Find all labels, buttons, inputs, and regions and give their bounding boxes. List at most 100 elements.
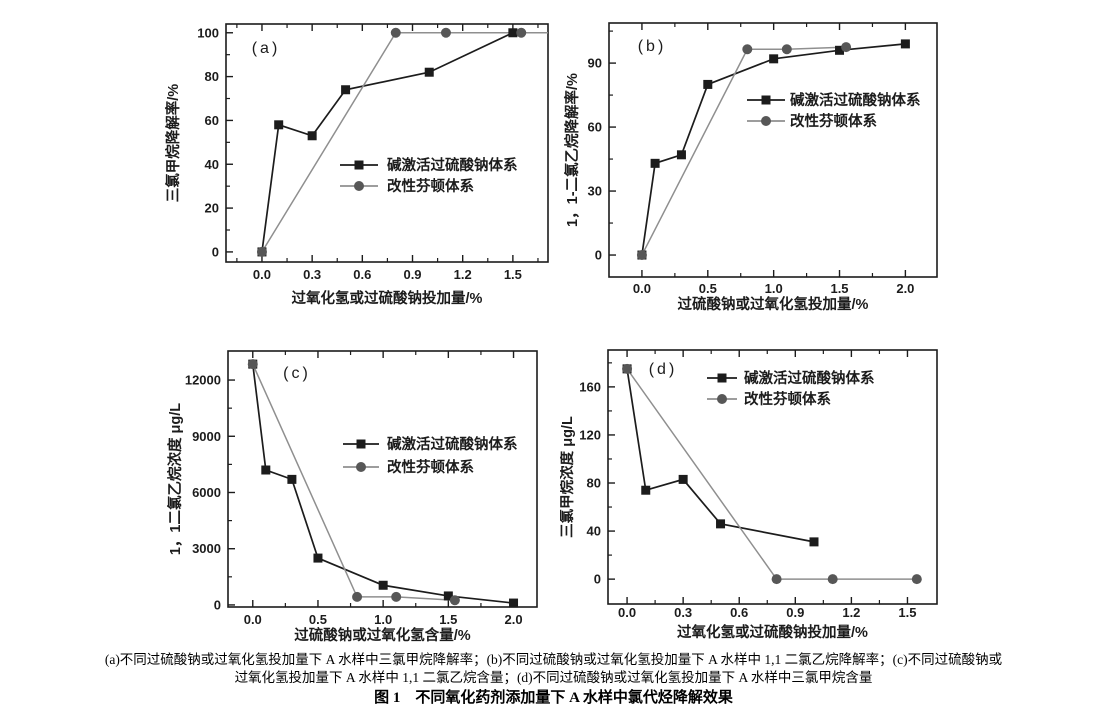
data-point-marker	[509, 598, 519, 608]
y-axis-tick-label: 0	[595, 248, 602, 263]
data-point-marker	[508, 28, 518, 38]
y-axis-label: 1，1二氯乙烷浓度 μg/L	[166, 403, 184, 555]
legend-label: 改性芬顿体系	[744, 390, 831, 408]
data-point-marker	[742, 44, 753, 55]
series-line	[261, 31, 514, 253]
series-line	[641, 46, 847, 256]
data-point-marker	[678, 474, 688, 484]
y-axis-label: 三氯甲烷浓度 μg/L	[560, 416, 576, 538]
y-axis-tick-label: 120	[579, 427, 601, 442]
y-axis-tick-label: 100	[197, 25, 219, 40]
x-axis-tick-label: 0.9	[403, 267, 421, 282]
subplot-tag: (b)	[638, 38, 667, 55]
subplot-d: 0.0 0.3 0.6 0.9 1.2 1.5 0 40 80 120 160 过氧化氢或过硫酸钠投加…	[560, 338, 1080, 650]
data-point-marker	[827, 574, 838, 585]
x-axis-tick-label: 1.0	[374, 612, 392, 627]
plot-frame	[227, 350, 538, 608]
x-axis-tick-label: 0.9	[786, 605, 804, 620]
legend-label: 改性芬顿体系	[387, 458, 474, 476]
legend-label: 碱激活过硫酸钠体系	[387, 435, 518, 453]
y-axis-tick-label: 90	[588, 56, 602, 71]
x-axis-tick-label: 1.5	[898, 605, 916, 620]
subplot-c: 0.0 0.5 1.0 1.5 2.0 0 3000 6000 9000 12000 过硫酸钠或过氧…	[130, 338, 610, 650]
legend-marker	[761, 116, 771, 126]
x-axis-tick-label: 0.6	[353, 267, 371, 282]
y-axis-tick-label: 80	[587, 476, 601, 491]
series-line	[261, 32, 548, 253]
y-axis-tick-label: 6000	[192, 485, 221, 500]
data-point-marker	[449, 595, 460, 606]
plot-frame	[225, 23, 549, 263]
x-axis-tick-label: 0.0	[618, 605, 636, 620]
data-point-marker	[247, 359, 258, 370]
x-axis-tick-label: 1.2	[842, 605, 860, 620]
data-point-marker	[636, 250, 647, 261]
data-point-marker	[641, 485, 651, 495]
y-axis-tick-label: 60	[205, 113, 219, 128]
x-axis-tick-label: 0.5	[309, 612, 327, 627]
subplot-a: 0.0 0.3 0.6 0.9 1.2 1.5 0 20 40 60 80 100 过氧化氢或过硫酸钠投…	[90, 5, 570, 340]
y-axis-tick-label: 160	[579, 379, 601, 394]
subplot-c-svg: 0.0 0.5 1.0 1.5 2.0 0 3000 6000 9000 12000 过硫酸钠或过氧…	[166, 350, 538, 644]
figure-title: 图 1 不同氧化药剂添加量下 A 水样中氯代烃降解效果	[374, 690, 733, 706]
y-axis-label: 三氯甲烷降解率/%	[164, 84, 182, 203]
legend-marker	[356, 439, 366, 449]
x-axis-tick-label: 0.5	[699, 281, 717, 296]
x-axis-tick-label: 1.5	[439, 612, 457, 627]
data-point-marker	[378, 580, 388, 590]
legend-marker	[717, 394, 727, 404]
series-line	[252, 363, 455, 602]
data-point-marker	[341, 85, 351, 95]
data-point-marker	[391, 591, 402, 602]
legend-label: 改性芬顿体系	[790, 112, 877, 130]
data-point-marker	[676, 150, 686, 160]
subplot-b-svg: 0.0 0.5 1.0 1.5 2.0 0 30 60 90 过硫酸钠或过氧化氢投加量/% 1，1-…	[563, 22, 938, 313]
x-axis-tick-label: 0.6	[730, 605, 748, 620]
subplot-tag: (d)	[649, 361, 678, 378]
data-point-marker	[900, 39, 910, 49]
x-axis-tick-label: 0.3	[303, 267, 321, 282]
y-axis-tick-label: 40	[587, 524, 601, 539]
data-point-marker	[716, 519, 726, 529]
data-point-marker	[622, 363, 633, 374]
subplot-tag: (a)	[252, 40, 281, 57]
legend-label: 改性芬顿体系	[387, 177, 474, 195]
x-axis-tick-label: 1.2	[454, 267, 472, 282]
x-axis-tick-label: 1.5	[830, 281, 848, 296]
x-axis-label: 过氧化氢或过硫酸钠投加量/%	[677, 623, 868, 641]
y-axis-tick-label: 60	[588, 120, 602, 135]
caption-line-1: (a)不同过硫酸钠或过氧化氢投加量下 A 水样中三氯甲烷降解率；(b)不同过硫酸…	[104, 652, 1003, 667]
data-point-marker	[256, 246, 267, 257]
x-axis-label: 过氧化氢或过硫酸钠投加量/%	[292, 289, 483, 307]
subplot-tag: (c)	[283, 365, 311, 382]
data-point-marker	[769, 54, 779, 64]
x-axis-tick-label: 0.0	[633, 281, 651, 296]
series-line	[626, 368, 917, 580]
data-point-marker	[841, 42, 852, 53]
figure-caption: (a)不同过硫酸钠或过氧化氢投加量下 A 水样中三氯甲烷降解率；(b)不同过硫酸…	[0, 651, 1107, 708]
x-axis-tick-label: 2.0	[504, 612, 522, 627]
series-line	[641, 43, 906, 256]
y-axis-tick-label: 0	[594, 572, 601, 587]
plot-frame	[607, 349, 938, 605]
data-point-marker	[313, 553, 323, 563]
y-axis-tick-label: 0	[212, 244, 219, 259]
y-axis-tick-label: 3000	[192, 541, 221, 556]
y-axis-tick-label: 12000	[185, 373, 221, 388]
y-axis-tick-label: 0	[214, 597, 221, 612]
legend-marker	[717, 373, 727, 383]
subplot-a-svg: 0.0 0.3 0.6 0.9 1.2 1.5 0 20 40 60 80 100 过氧化氢或过硫酸钠投…	[164, 23, 549, 307]
data-point-marker	[287, 474, 297, 484]
x-axis-tick-label: 1.0	[765, 281, 783, 296]
data-point-marker	[352, 591, 363, 602]
data-point-marker	[307, 131, 317, 141]
data-point-marker	[911, 574, 922, 585]
data-point-marker	[390, 27, 401, 38]
y-axis-tick-label: 80	[205, 69, 219, 84]
data-point-marker	[650, 158, 660, 168]
x-axis-label: 过硫酸钠或过氧化氢含量/%	[294, 626, 471, 644]
legend-marker	[354, 160, 364, 170]
